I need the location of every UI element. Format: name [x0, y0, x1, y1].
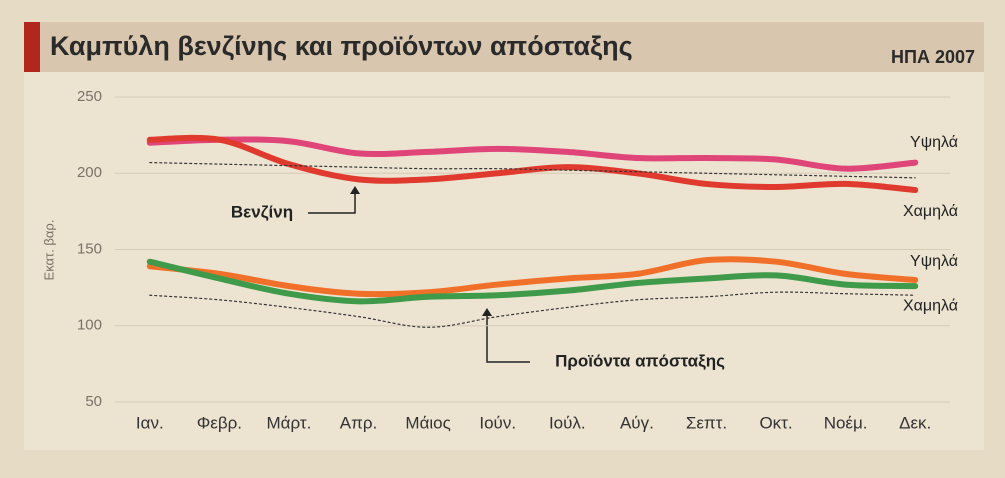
plot-panel [24, 72, 984, 450]
x-tick-label: Μάιος [405, 413, 450, 432]
arrow-head [482, 308, 492, 316]
x-tick-label: Μάρτ. [267, 413, 312, 432]
y-tick-label: 250 [77, 88, 102, 105]
legend-label: Υψηλά [910, 134, 958, 151]
title-accent [24, 22, 40, 72]
y-tick-label: 200 [77, 164, 102, 181]
legend-label: Χαμηλά [903, 203, 958, 220]
line [146, 258, 919, 305]
y-axis-label: Εκατ. βαρ. [41, 220, 56, 281]
x-tick-label: Φεβρ. [197, 413, 242, 432]
annotation: Βενζίνη [231, 202, 293, 221]
x-tick-label: Ιαν. [136, 413, 164, 432]
line [146, 134, 919, 194]
title-band [24, 22, 984, 72]
chart-title: Καμπύλη βενζίνης και προϊόντων απόσταξης [50, 31, 633, 61]
x-tick-label: Σεπτ. [686, 413, 727, 432]
y-tick-label: 50 [85, 393, 102, 410]
dotted-line [149, 291, 916, 328]
annotation-arrow [486, 312, 530, 363]
line [146, 136, 919, 172]
y-tick-label: 150 [77, 240, 102, 257]
legend-label: Υψηλά [910, 253, 958, 270]
y-tick-label: 100 [77, 317, 102, 334]
plot: 50 100 150 200 250 Ιαν. Φεβρ. Μάρτ. Απρ. Μάιος Ιού… [77, 88, 958, 433]
x-tick-label: Νοέμ. [824, 413, 868, 432]
annotation-arrow [308, 190, 356, 214]
annotation: Προϊόντα απόσταξης [555, 351, 725, 370]
chart-subtitle: ΗΠΑ 2007 [891, 47, 975, 67]
x-tick-label: Οκτ. [759, 413, 792, 432]
arrow-head [350, 186, 360, 194]
x-tick-label: Ιούν. [479, 413, 516, 432]
line [146, 256, 919, 298]
x-tick-label: Ιούλ. [549, 413, 586, 432]
x-tick-label: Δεκ. [899, 413, 931, 432]
x-tick-label: Απρ. [340, 413, 377, 432]
legend-label: Χαμηλά [903, 297, 958, 314]
x-tick-label: Αύγ. [620, 413, 654, 432]
